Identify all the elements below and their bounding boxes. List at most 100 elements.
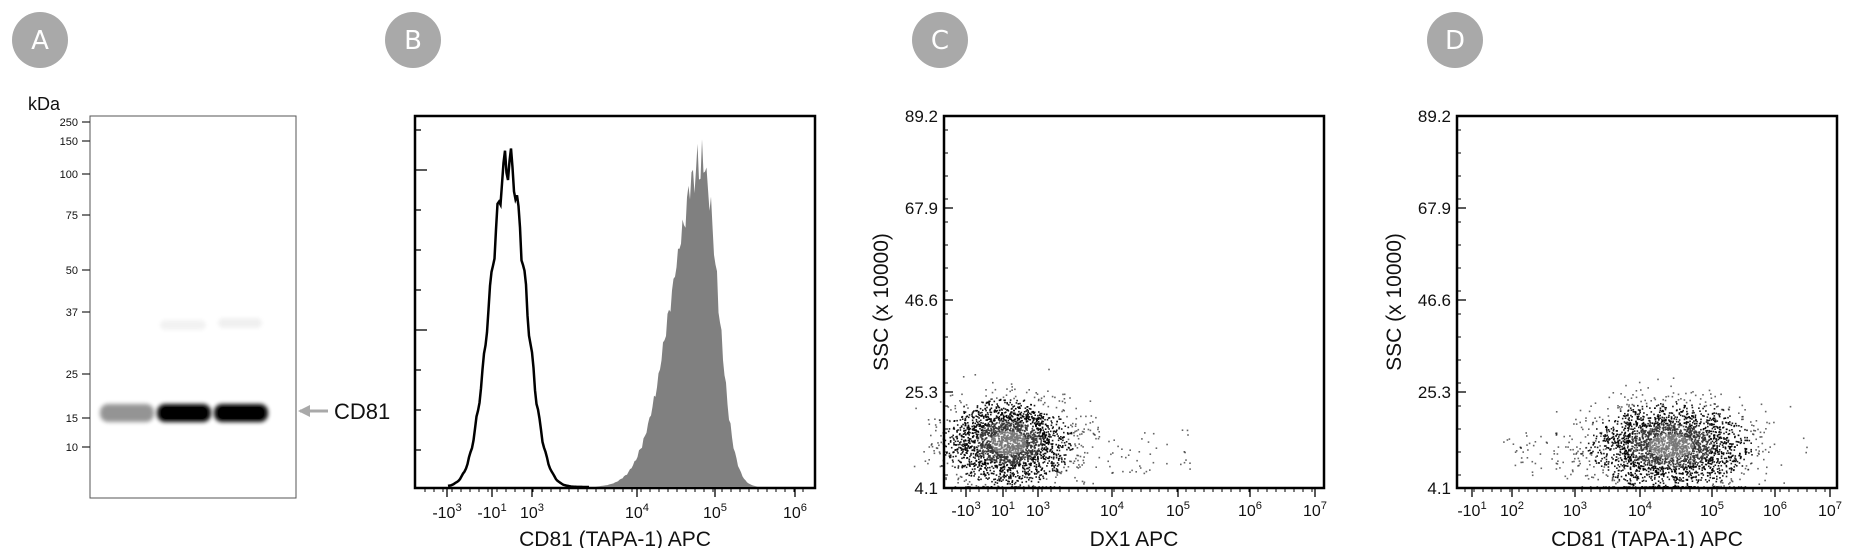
scatter-point xyxy=(958,441,961,444)
scatter-point xyxy=(1023,439,1025,441)
scatter-point xyxy=(1013,426,1016,429)
scatter-point xyxy=(1686,452,1689,455)
scatter-point xyxy=(968,431,970,433)
scatter-point xyxy=(1678,439,1681,441)
scatter-point xyxy=(1632,440,1635,443)
scatter-point xyxy=(1145,470,1148,473)
scatter-point xyxy=(967,436,969,439)
scatter-point xyxy=(1623,421,1626,423)
scatter-point xyxy=(1695,479,1698,481)
scatter-point xyxy=(1649,447,1652,449)
x-tick-label: -103 xyxy=(432,502,461,522)
scatter-point xyxy=(1736,444,1738,446)
scatter-point xyxy=(991,460,994,463)
scatter-point xyxy=(1001,412,1003,415)
scatter-point xyxy=(1061,458,1063,461)
scatter-point xyxy=(1750,442,1752,444)
scatter-point xyxy=(1038,464,1041,467)
scatter-point xyxy=(979,461,982,463)
scatter-point xyxy=(999,433,1002,435)
scatter-point xyxy=(1631,445,1633,448)
scatter-point xyxy=(1075,457,1077,460)
scatter-point xyxy=(1624,417,1627,419)
scatter-point xyxy=(1070,460,1072,463)
scatter-point xyxy=(1685,441,1687,444)
scatter-point xyxy=(1003,474,1005,477)
scatter-point xyxy=(1668,441,1671,444)
scatter-point xyxy=(1638,381,1641,384)
scatter-point xyxy=(1689,456,1692,458)
scatter-point xyxy=(1720,431,1722,434)
scatter-point xyxy=(1634,459,1636,461)
scatter-point xyxy=(991,422,994,424)
scatter-point xyxy=(1665,452,1667,455)
scatter-point xyxy=(989,430,992,432)
scatter-point xyxy=(998,409,1001,412)
scatter-point xyxy=(1016,445,1019,448)
scatter-point xyxy=(1703,405,1706,408)
scatter-point xyxy=(981,434,983,436)
scatter-point xyxy=(1689,458,1691,461)
scatter-point xyxy=(1692,416,1695,419)
scatter-point xyxy=(1021,456,1024,458)
scatter-point xyxy=(1000,470,1002,472)
scatter-point xyxy=(1008,448,1011,451)
scatter-point xyxy=(1618,406,1621,408)
scatter-point xyxy=(1695,430,1697,433)
scatter-point xyxy=(1028,407,1031,410)
scatter-point xyxy=(1018,455,1020,458)
scatter-point xyxy=(1081,433,1083,435)
scatter-point xyxy=(978,425,980,427)
scatter-point xyxy=(1009,390,1011,393)
scatter-point xyxy=(1648,460,1651,462)
scatter-point xyxy=(1586,474,1589,477)
scatter-point xyxy=(948,452,951,455)
scatter-point xyxy=(1702,461,1704,464)
scatter-point xyxy=(992,450,994,452)
scatter-point xyxy=(1724,447,1727,450)
scatter-point xyxy=(1627,486,1629,488)
scatter-point xyxy=(945,432,947,434)
scatter-point xyxy=(1055,406,1058,409)
scatter-point xyxy=(1048,460,1051,462)
scatter-point xyxy=(998,415,1001,418)
scatter-point xyxy=(1136,459,1138,462)
scatter-point xyxy=(947,443,950,445)
scatter-point xyxy=(1713,434,1716,437)
scatter-point xyxy=(1659,455,1662,457)
scatter-point xyxy=(1714,451,1717,453)
scatter-point xyxy=(1676,478,1679,480)
scatter-point xyxy=(993,417,996,420)
scatter-point xyxy=(1631,403,1634,406)
scatter-point xyxy=(982,442,984,444)
scatter-point xyxy=(1016,399,1018,402)
scatter-point xyxy=(981,435,983,438)
scatter-point xyxy=(927,462,929,465)
scatter-point xyxy=(991,398,993,400)
scatter-point xyxy=(1640,443,1642,445)
scatter-point xyxy=(1072,422,1074,425)
scatter-point xyxy=(1644,486,1646,488)
scatter-point xyxy=(999,454,1002,456)
scatter-point xyxy=(994,466,997,468)
scatter-point xyxy=(1658,456,1660,458)
scatter-point xyxy=(1667,429,1669,431)
scatter-point xyxy=(1610,437,1613,439)
scatter-point xyxy=(1009,462,1012,465)
scatter-point xyxy=(1742,418,1744,421)
scatter-point xyxy=(980,478,982,481)
scatter-point xyxy=(1055,454,1058,457)
scatter-point xyxy=(1149,453,1152,455)
scatter-point xyxy=(1662,403,1664,406)
scatter-point xyxy=(1624,396,1626,398)
scatter-point xyxy=(1725,442,1727,445)
scatter-point xyxy=(983,415,985,418)
scatter-point xyxy=(1635,476,1637,478)
scatter-point xyxy=(1679,430,1681,433)
scatter-point xyxy=(1034,435,1036,437)
scatter-point xyxy=(1662,440,1664,442)
scatter-point xyxy=(1670,448,1673,451)
scatter-point xyxy=(1030,441,1032,444)
scatter-point xyxy=(1616,438,1619,440)
scatter-point xyxy=(963,411,966,414)
